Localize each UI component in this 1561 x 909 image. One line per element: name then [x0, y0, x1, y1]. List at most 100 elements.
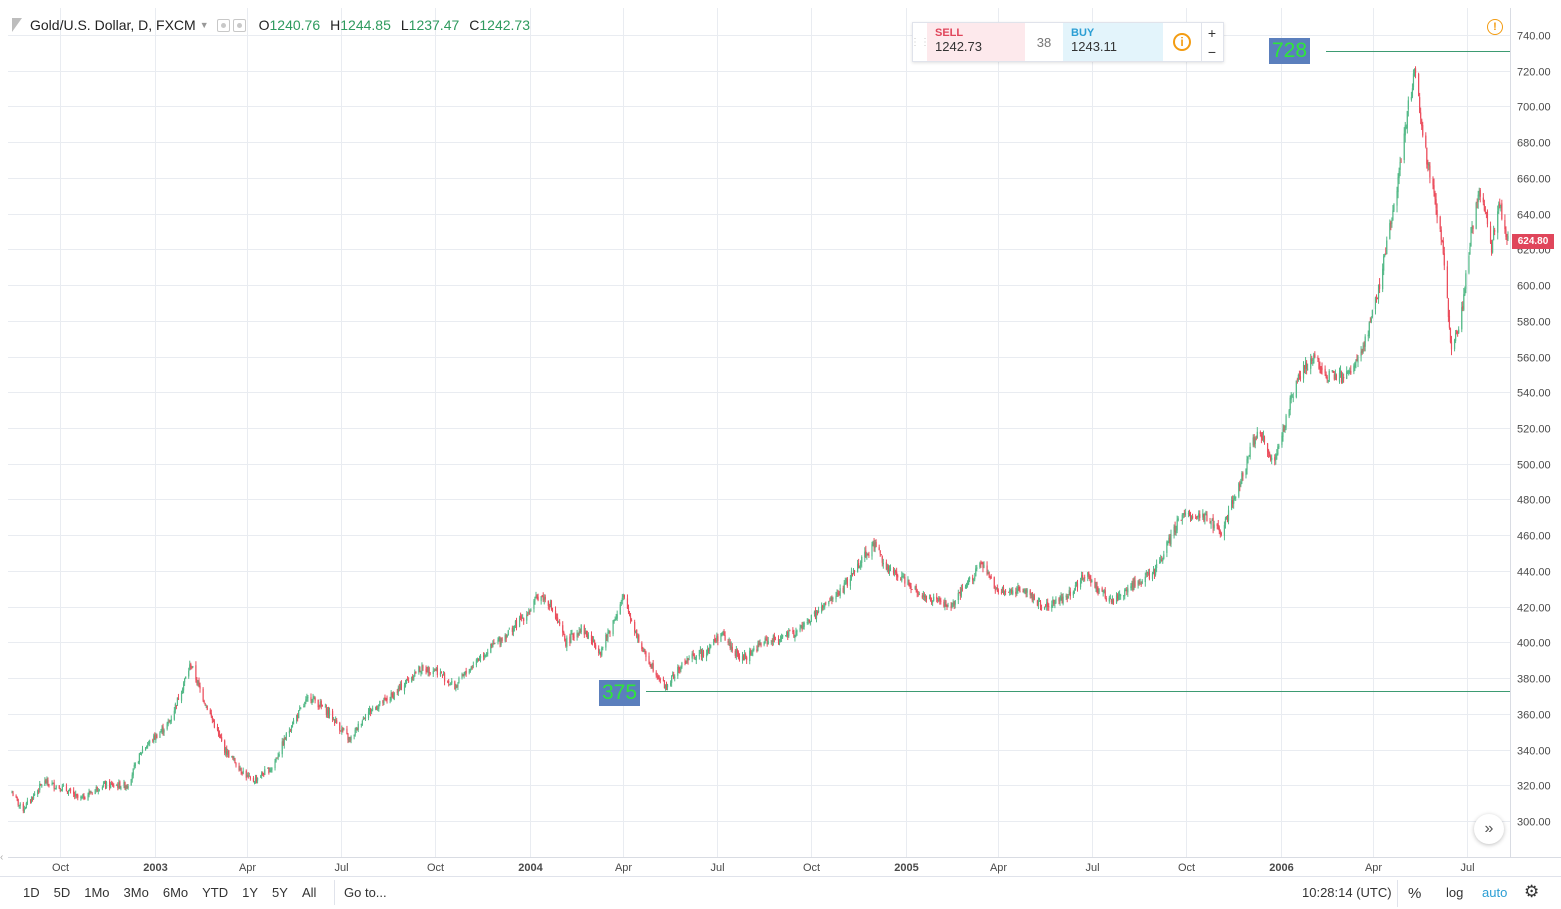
candle-body [880, 554, 882, 555]
log-scale-toggle[interactable]: log [1446, 885, 1464, 900]
level-label-top[interactable]: 728 [1269, 38, 1311, 64]
drag-handle-icon[interactable]: ⋮⋮ [910, 36, 930, 48]
candle-body [1037, 601, 1040, 605]
candle-body [864, 551, 866, 558]
candle-body [554, 610, 557, 619]
candle-body [498, 638, 500, 641]
candle-body [69, 789, 72, 791]
range-6mo[interactable]: 6Mo [162, 885, 189, 900]
range-buttons: 1D 5D 1Mo 3Mo 6Mo YTD 1Y 5Y All [16, 885, 323, 900]
candle-body [1469, 246, 1471, 255]
candle-body [1454, 332, 1457, 341]
candle-body [529, 610, 531, 612]
candle-body [501, 638, 503, 641]
candle-body [1103, 590, 1105, 592]
candle-body [1267, 450, 1270, 454]
candle-body [903, 576, 905, 578]
eye-icon[interactable] [216, 18, 230, 32]
candle-body [15, 795, 17, 798]
auto-scale-toggle[interactable]: auto [1482, 885, 1508, 900]
candle-body [81, 796, 83, 798]
candle-body [1369, 321, 1371, 323]
candlestick-series [11, 66, 1509, 814]
candle-body [477, 659, 480, 661]
percent-scale-toggle[interactable]: % [1397, 880, 1431, 907]
candle-body [851, 573, 854, 575]
candle-body [270, 769, 272, 771]
y-tick-label: 740.00 [1517, 31, 1551, 43]
sell-button[interactable]: SELL 1242.73 [927, 23, 1025, 61]
candle-body [368, 709, 371, 712]
range-ytd[interactable]: YTD [202, 885, 229, 900]
goto-button[interactable]: Go to... [334, 880, 396, 905]
candle-body [1284, 428, 1286, 430]
range-1y[interactable]: 1Y [242, 885, 259, 900]
candle-body [1235, 496, 1237, 498]
candle-body [1499, 202, 1501, 207]
y-tick-label: 580.00 [1517, 317, 1551, 329]
candle-body [144, 747, 147, 751]
candle-body [1390, 221, 1392, 225]
range-1mo[interactable]: 1Mo [84, 885, 110, 900]
candle-body [1174, 525, 1176, 532]
range-1d[interactable]: 1D [23, 885, 40, 900]
candle-body [677, 667, 679, 676]
candle-body [421, 665, 423, 671]
settings-icon[interactable] [232, 18, 246, 32]
candle-body [83, 794, 85, 800]
utc-clock[interactable]: 10:28:14 (UTC) [1302, 885, 1392, 900]
candle-body [809, 621, 811, 624]
symbol-title[interactable]: Gold/U.S. Dollar, D, FXCM [30, 17, 196, 33]
range-3mo[interactable]: 3Mo [123, 885, 149, 900]
plus-button[interactable]: + [1207, 24, 1217, 41]
candle-body [340, 730, 342, 732]
buy-button[interactable]: BUY 1243.11 [1063, 23, 1163, 61]
scroll-to-realtime-button[interactable]: » [1474, 814, 1504, 844]
candle-body [965, 586, 968, 589]
candle-body [235, 763, 237, 766]
candle-body [1023, 589, 1025, 593]
candle-body [1288, 410, 1290, 417]
range-all[interactable]: All [301, 885, 317, 900]
candle-body [1425, 135, 1427, 147]
left-scroll-icon[interactable]: ‹ [0, 852, 4, 863]
candle-body [483, 655, 485, 657]
candle-body [1331, 370, 1333, 372]
candle-body [1016, 588, 1018, 593]
candle-body [1486, 211, 1489, 225]
candle-body [946, 606, 948, 608]
candle-body [326, 710, 329, 716]
candle-body [1278, 445, 1280, 448]
minus-button[interactable]: − [1207, 43, 1217, 60]
candle-body [724, 635, 726, 641]
candle-body [548, 606, 550, 608]
buy-price: 1243.11 [1071, 39, 1118, 54]
candle-body [1282, 428, 1284, 437]
candle-body [1132, 582, 1134, 590]
candle-body [405, 679, 408, 683]
level-label-bottom[interactable]: 375 [599, 680, 641, 706]
candle-body [1428, 164, 1430, 167]
candle-body [1238, 483, 1240, 497]
candle-body [219, 734, 222, 739]
candle-body [441, 674, 444, 677]
candle-body [555, 617, 558, 619]
candle-body [1198, 513, 1200, 518]
candle-body [443, 673, 446, 682]
candle-body [764, 638, 766, 644]
candle-body [777, 639, 780, 642]
candle-body [1060, 596, 1062, 600]
gear-icon[interactable]: ⚙ [1524, 882, 1540, 901]
candle-body [751, 652, 753, 656]
price-chart[interactable]: 300.00 320.00 340.00 360.00 380.00 400.00 420.… [0, 0, 1561, 876]
candle-body [814, 611, 817, 619]
range-5d[interactable]: 5D [53, 885, 71, 900]
candle-body [231, 755, 233, 758]
candle-body [1436, 210, 1438, 218]
chevron-down-icon[interactable]: ▼ [199, 20, 209, 30]
warning-icon[interactable]: ! [1487, 19, 1503, 35]
info-button[interactable]: i [1163, 23, 1201, 61]
candle-body [1426, 147, 1428, 165]
candle-body [896, 571, 898, 577]
range-5y[interactable]: 5Y [272, 885, 288, 900]
